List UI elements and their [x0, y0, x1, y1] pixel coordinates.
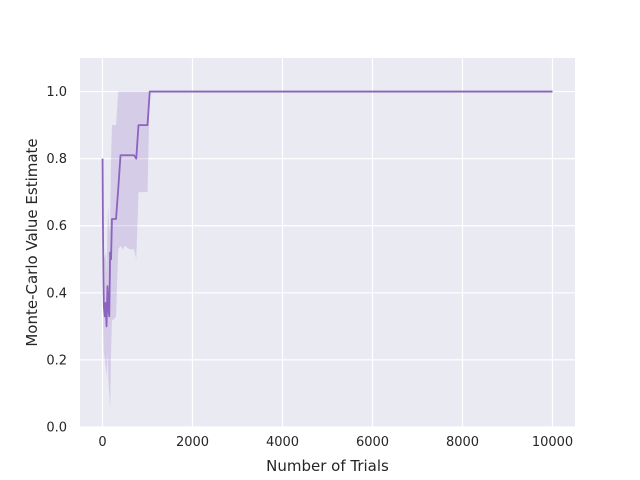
plot-background [80, 58, 575, 427]
series-layer [101, 90, 553, 411]
y-tick-label-2: 0.4 [46, 286, 67, 301]
y-tick-label-0: 0.0 [46, 421, 67, 436]
y-tick-label-1: 0.2 [46, 353, 67, 368]
x-tick-label-2: 4000 [266, 435, 299, 450]
x-tick-label-4: 8000 [446, 435, 479, 450]
x-axis-label: Number of Trials [266, 457, 389, 475]
y-tick-label-5: 1.0 [46, 85, 67, 100]
x-tick-label-0: 0 [98, 435, 106, 450]
y-tick-label-4: 0.8 [46, 152, 67, 167]
y-axis-label: Monte-Carlo Value Estimate [23, 138, 41, 346]
x-tick-label-5: 10000 [532, 435, 573, 450]
y-tick-label-3: 0.6 [46, 219, 67, 234]
x-tick-label-1: 2000 [176, 435, 209, 450]
series-line-0 [101, 90, 553, 328]
x-tick-label-3: 6000 [356, 435, 389, 450]
ticks: 0 2000 4000 6000 8000 10000 0.0 0.2 0.4 0.6 0.8 1.0 [46, 85, 573, 450]
